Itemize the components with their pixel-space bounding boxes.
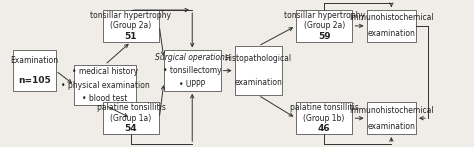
Text: examination: examination bbox=[367, 122, 415, 131]
Text: • physical examination: • physical examination bbox=[61, 81, 149, 90]
Text: (Group 2a): (Group 2a) bbox=[303, 21, 345, 30]
Text: Examination: Examination bbox=[10, 56, 58, 65]
Text: Histopathological: Histopathological bbox=[225, 54, 292, 63]
Text: (Group 1a): (Group 1a) bbox=[110, 114, 152, 123]
Text: Immunohistochemical: Immunohistochemical bbox=[349, 106, 434, 115]
Text: • medical history: • medical history bbox=[72, 67, 138, 76]
FancyBboxPatch shape bbox=[235, 46, 282, 95]
Text: n=105: n=105 bbox=[18, 76, 51, 85]
Text: tonsillar hypertrophy: tonsillar hypertrophy bbox=[283, 11, 365, 20]
Text: palatine tonsillitis: palatine tonsillitis bbox=[290, 103, 359, 112]
FancyBboxPatch shape bbox=[296, 10, 353, 42]
FancyBboxPatch shape bbox=[13, 50, 55, 91]
Text: palatine tonsillitis: palatine tonsillitis bbox=[97, 103, 165, 112]
Text: • tonsillectomy: • tonsillectomy bbox=[163, 66, 221, 75]
Text: • UPPP: • UPPP bbox=[179, 80, 205, 89]
FancyBboxPatch shape bbox=[103, 102, 159, 134]
Text: 51: 51 bbox=[125, 32, 137, 41]
FancyBboxPatch shape bbox=[164, 50, 220, 91]
Text: 59: 59 bbox=[318, 32, 330, 41]
FancyBboxPatch shape bbox=[366, 102, 416, 134]
Text: (Group 1b): (Group 1b) bbox=[303, 114, 345, 123]
Text: tonsillar hypertrophy: tonsillar hypertrophy bbox=[91, 11, 172, 20]
Text: (Group 2a): (Group 2a) bbox=[110, 21, 152, 30]
Text: Immunohistochemical: Immunohistochemical bbox=[349, 14, 434, 22]
FancyBboxPatch shape bbox=[74, 65, 136, 105]
FancyBboxPatch shape bbox=[366, 10, 416, 42]
FancyBboxPatch shape bbox=[103, 10, 159, 42]
Text: 54: 54 bbox=[125, 124, 137, 133]
Text: Surgical operations: Surgical operations bbox=[155, 53, 229, 62]
Text: • blood test: • blood test bbox=[82, 94, 128, 103]
Text: examination: examination bbox=[234, 78, 282, 87]
Text: examination: examination bbox=[367, 29, 415, 38]
Text: 46: 46 bbox=[318, 124, 330, 133]
FancyBboxPatch shape bbox=[296, 102, 353, 134]
